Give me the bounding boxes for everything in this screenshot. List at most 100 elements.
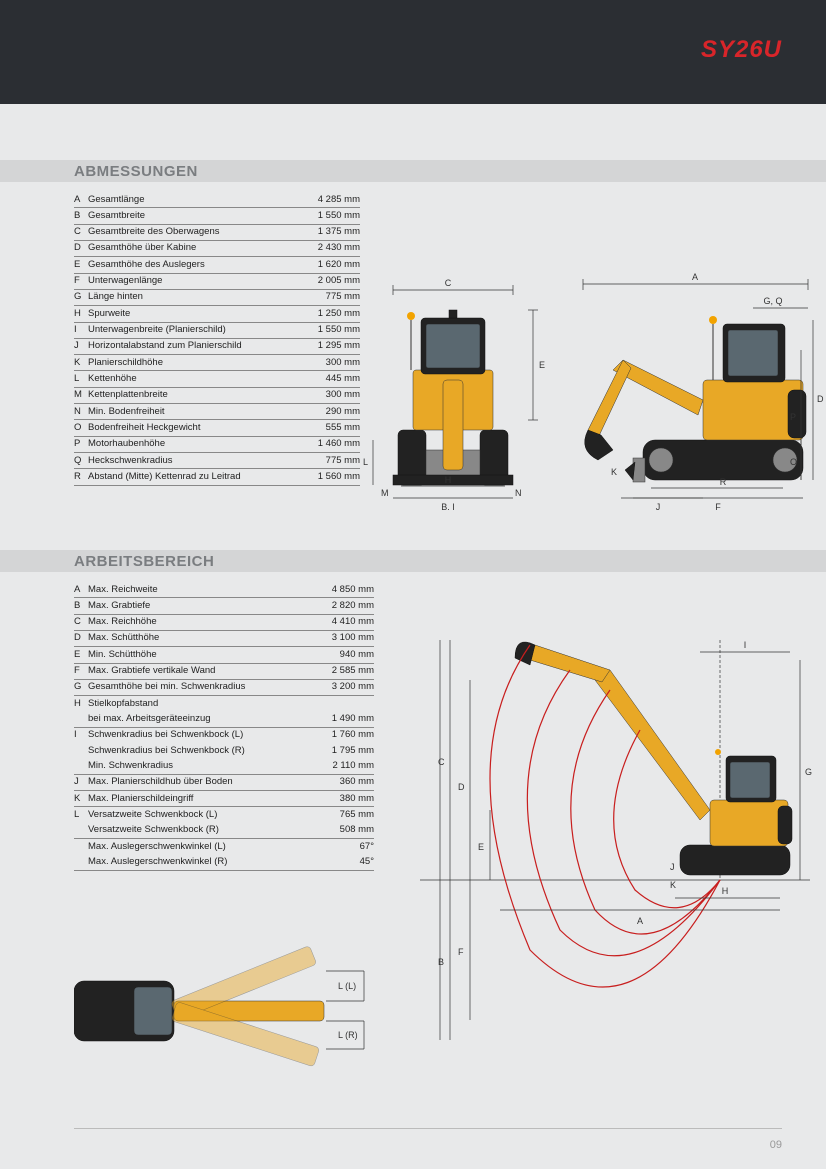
row-key: C [74, 616, 88, 629]
model-badge: SY26U [701, 36, 782, 64]
row-key: K [74, 357, 88, 370]
svg-text:B: B [438, 957, 444, 967]
table-row: KMax. Planierschildeingriff380 mm [74, 791, 374, 807]
svg-text:A: A [637, 916, 643, 926]
svg-text:F: F [458, 947, 464, 957]
table-row: BMax. Grabtiefe2 820 mm [74, 598, 374, 614]
table-row: EMin. Schütthöhe940 mm [74, 647, 374, 663]
row-label: Gesamthöhe des Auslegers [88, 259, 300, 272]
table-row: NMin. Bodenfreiheit290 mm [74, 404, 360, 420]
table-row: ISchwenkradius bei Schwenkbock (L)1 760 … [74, 728, 374, 743]
row-key: M [74, 389, 88, 402]
row-value: 1 490 mm [314, 713, 374, 726]
dimensions-diagram: C E L B, I H M N [360, 190, 826, 510]
table-row: DGesamthöhe über Kabine2 430 mm [74, 241, 360, 257]
row-key: P [74, 438, 88, 451]
svg-text:L: L [363, 457, 368, 467]
row-value: 1 295 mm [300, 340, 360, 353]
row-value: 1 250 mm [300, 308, 360, 321]
table-row: Max. Auslegerschwenkwinkel (L)67° [74, 839, 374, 854]
row-label: Max. Schütthöhe [88, 632, 314, 645]
workrange-table: AMax. Reichweite4 850 mmBMax. Grabtiefe2… [74, 582, 374, 871]
row-label: Versatzweite Schwenkbock (R) [88, 824, 314, 837]
svg-text:F: F [715, 502, 721, 510]
svg-text:H: H [722, 886, 729, 896]
row-key: I [74, 324, 88, 337]
table-row: MKettenplattenbreite300 mm [74, 388, 360, 404]
row-key: B [74, 210, 88, 223]
row-key: E [74, 259, 88, 272]
table-row: Schwenkradius bei Schwenkbock (R)1 795 m… [74, 743, 374, 758]
page-number: 09 [770, 1139, 782, 1151]
svg-text:R: R [720, 477, 727, 487]
svg-text:M: M [381, 488, 389, 498]
section-dimensions-content: AGesamtlänge4 285 mmBGesamtbreite1 550 m… [0, 182, 826, 510]
svg-text:I: I [744, 640, 747, 650]
row-value: 1 795 mm [314, 745, 374, 758]
row-value: 380 mm [314, 793, 374, 806]
row-value: 765 mm [314, 809, 374, 822]
row-label: Min. Schwenkradius [88, 760, 314, 773]
row-key: Q [74, 455, 88, 468]
section-workrange-bar: ARBEITSBEREICH [0, 550, 826, 572]
row-value: 4 285 mm [300, 194, 360, 207]
row-value: 1 375 mm [300, 226, 360, 239]
row-label: Schwenkradius bei Schwenkbock (R) [88, 745, 314, 758]
svg-text:C: C [438, 757, 445, 767]
row-label: Min. Schütthöhe [88, 649, 314, 662]
table-row: GLänge hinten775 mm [74, 290, 360, 306]
row-label: Horizontalabstand zum Planierschild [88, 340, 300, 353]
row-key: G [74, 681, 88, 694]
row-key: G [74, 291, 88, 304]
row-label: Abstand (Mitte) Kettenrad zu Leitrad [88, 471, 300, 484]
row-value: 1 550 mm [300, 210, 360, 223]
row-value: 940 mm [314, 649, 374, 662]
row-key: E [74, 649, 88, 662]
table-row: OBodenfreiheit Heckgewicht555 mm [74, 420, 360, 436]
row-value: 1 560 mm [300, 471, 360, 484]
svg-text:G, Q: G, Q [763, 296, 782, 306]
row-label: Gesamtlänge [88, 194, 300, 207]
svg-text:J: J [670, 862, 675, 872]
row-label: Bodenfreiheit Heckgewicht [88, 422, 300, 435]
row-key: J [74, 776, 88, 789]
table-row: AGesamtlänge4 285 mm [74, 192, 360, 208]
row-value: 360 mm [314, 776, 374, 789]
row-key: I [74, 729, 88, 742]
table-row: Max. Auslegerschwenkwinkel (R)45° [74, 854, 374, 870]
row-label: Max. Reichhöhe [88, 616, 314, 629]
svg-text:D: D [817, 394, 824, 404]
table-row: bei max. Arbeitsgeräteeinzug1 490 mm [74, 712, 374, 728]
section-dimensions-title: ABMESSUNGEN [74, 163, 198, 180]
row-label: Max. Auslegerschwenkwinkel (L) [88, 841, 314, 854]
table-row: EGesamthöhe des Auslegers1 620 mm [74, 257, 360, 273]
row-label: Max. Planierschildhub über Boden [88, 776, 314, 789]
row-key: H [74, 308, 88, 321]
svg-text:E: E [539, 360, 545, 370]
svg-text:C: C [445, 278, 452, 288]
table-row: HStielkopfabstand [74, 696, 374, 711]
row-value: 775 mm [300, 455, 360, 468]
row-label: Unterwagenbreite (Planierschild) [88, 324, 300, 337]
row-label: Unterwagenlänge [88, 275, 300, 288]
row-key: O [74, 422, 88, 435]
row-label: Spurweite [88, 308, 300, 321]
table-row: KPlanierschildhöhe300 mm [74, 355, 360, 371]
table-row: JMax. Planierschildhub über Boden360 mm [74, 775, 374, 791]
row-label: Motorhaubenhöhe [88, 438, 300, 451]
table-row: QHeckschwenkradius775 mm [74, 453, 360, 469]
row-value: 775 mm [300, 291, 360, 304]
row-label: Stielkopfabstand [88, 698, 314, 711]
table-row: RAbstand (Mitte) Kettenrad zu Leitrad1 5… [74, 469, 360, 485]
row-label: Kettenplattenbreite [88, 389, 300, 402]
section-dimensions-bar: ABMESSUNGEN [0, 160, 826, 182]
row-key [74, 760, 88, 773]
row-key: D [74, 632, 88, 645]
footer-rule [74, 1128, 782, 1129]
row-key: R [74, 471, 88, 484]
table-row: IUnterwagenbreite (Planierschild)1 550 m… [74, 323, 360, 339]
row-label: Kettenhöhe [88, 373, 300, 386]
dimensions-table: AGesamtlänge4 285 mmBGesamtbreite1 550 m… [74, 192, 360, 510]
svg-text:K: K [611, 467, 617, 477]
row-label: Schwenkradius bei Schwenkbock (L) [88, 729, 314, 742]
